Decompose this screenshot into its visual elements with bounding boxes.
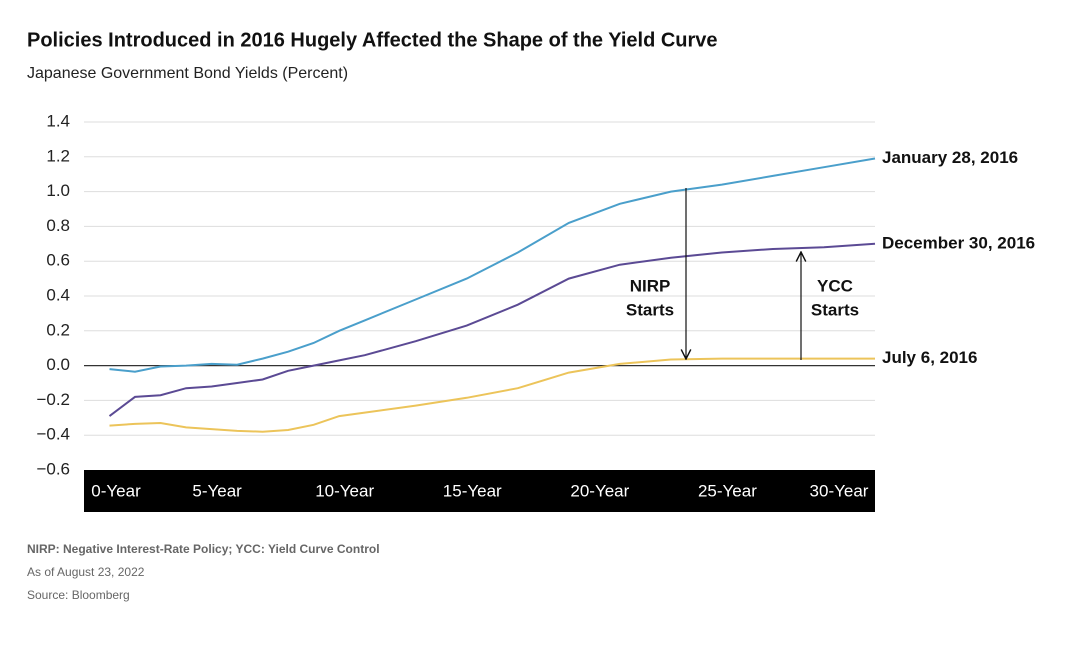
x-tick-label: 0-Year: [91, 481, 141, 500]
x-tick-label: 20-Year: [570, 481, 629, 500]
annotation: YCC: [817, 276, 853, 295]
chart-title: Policies Introduced in 2016 Hugely Affec…: [27, 29, 718, 51]
x-tick-label: 25-Year: [698, 481, 757, 500]
series-label: July 6, 2016: [882, 348, 977, 367]
y-tick-label: −0.4: [36, 425, 70, 444]
x-tick-label: 5-Year: [192, 481, 242, 500]
series-line: [108, 242, 876, 417]
annotation: Starts: [811, 300, 859, 319]
chart-subtitle: Japanese Government Bond Yields (Percent…: [27, 65, 348, 82]
annotation: NIRP: [630, 276, 671, 295]
series-label: January 28, 2016: [882, 148, 1018, 167]
series-line: [109, 157, 876, 373]
x-axis-band: [84, 470, 875, 512]
note: As of August 23, 2022: [27, 565, 145, 579]
x-tick-label: 10-Year: [315, 481, 374, 500]
x-tick-label: 15-Year: [443, 481, 502, 500]
y-tick-label: 0.4: [46, 285, 70, 304]
y-tick-label: 0.8: [46, 216, 70, 235]
y-tick-label: 1.4: [46, 111, 70, 130]
y-tick-label: 0.6: [46, 251, 70, 270]
y-tick-label: 1.2: [46, 146, 70, 165]
series-line: [109, 357, 875, 433]
y-tick-label: −0.2: [36, 390, 70, 409]
y-tick-label: 0.0: [46, 355, 70, 374]
y-tick-label: 0.2: [46, 320, 70, 339]
series-label: December 30, 2016: [882, 233, 1035, 252]
x-tick-label: 30-Year: [810, 481, 869, 500]
y-tick-label: −0.6: [36, 459, 70, 478]
note: Source: Bloomberg: [27, 588, 130, 602]
annotation: Starts: [626, 300, 674, 319]
note: NIRP: Negative Interest-Rate Policy; YCC…: [27, 542, 380, 556]
y-tick-label: 1.0: [46, 181, 70, 200]
